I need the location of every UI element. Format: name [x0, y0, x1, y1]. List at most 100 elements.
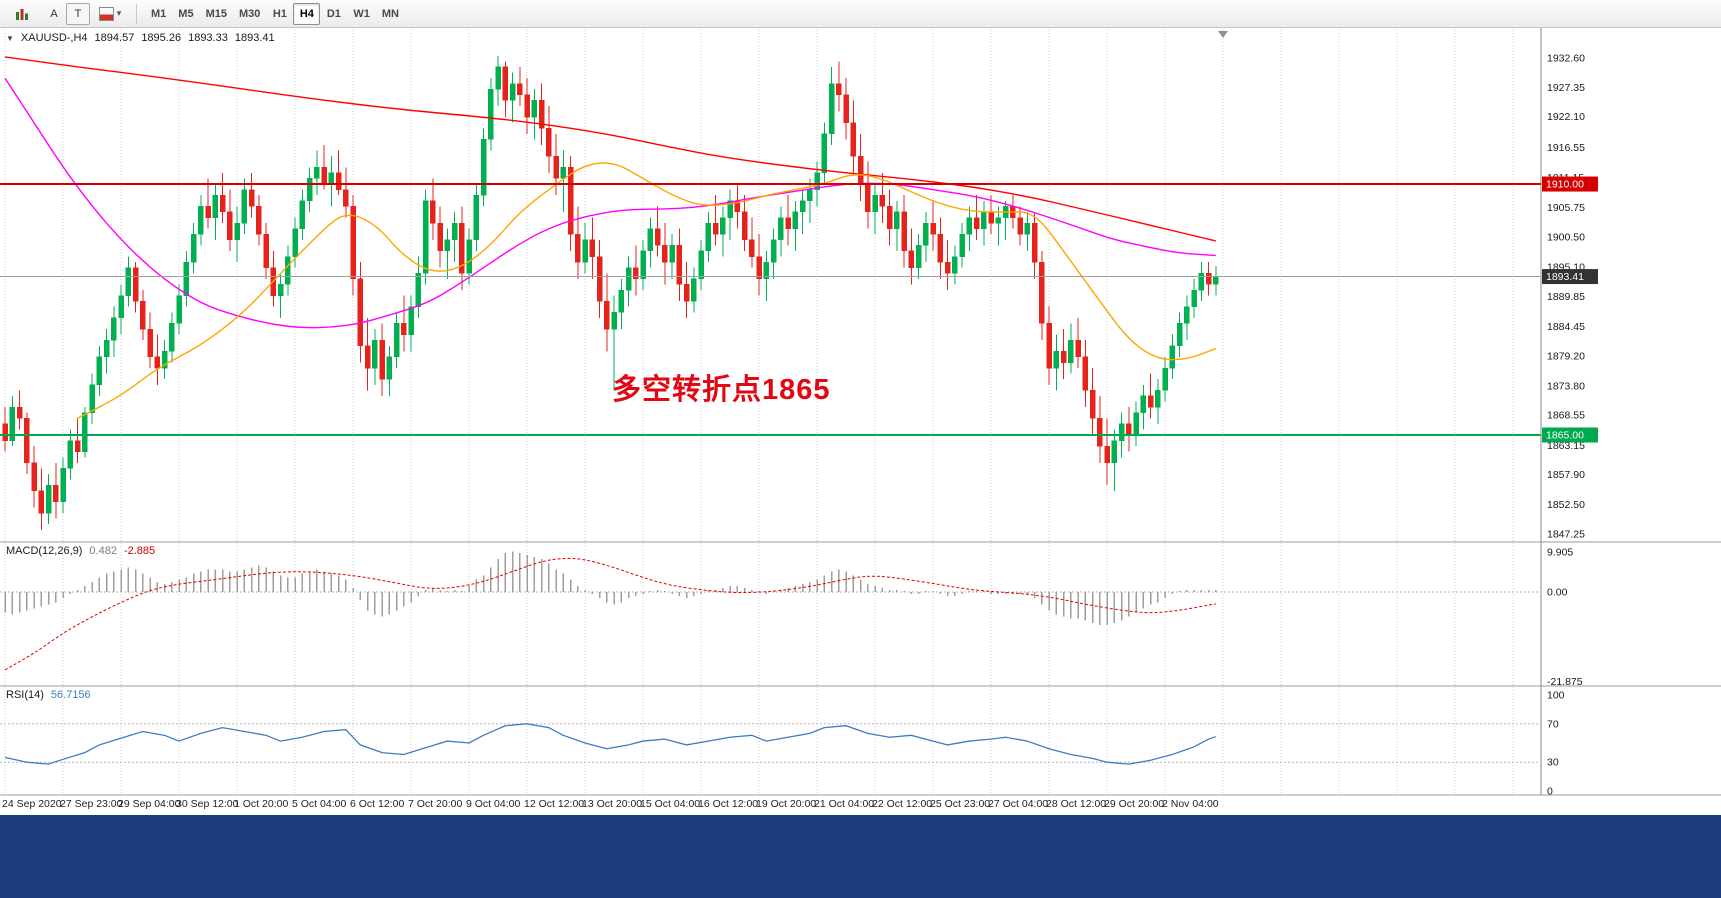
rsi-name: RSI(14)	[6, 689, 44, 701]
chart-window-icon[interactable]	[4, 2, 40, 26]
level-lines	[0, 183, 1541, 437]
svg-text:1873.80: 1873.80	[1547, 380, 1585, 392]
ma-slow-line	[4, 56, 1216, 242]
chevron-down-icon: ▾	[116, 8, 122, 18]
svg-text:1910.00: 1910.00	[1546, 179, 1584, 191]
timeframe-d1-button[interactable]: D1	[320, 3, 347, 25]
svg-text:12 Oct 12:00: 12 Oct 12:00	[524, 798, 584, 810]
color-tool-button[interactable]: ▾	[92, 2, 128, 26]
paint-icon	[98, 6, 114, 21]
macd-signal-value: -2.885	[123, 545, 156, 557]
svg-text:1852.50: 1852.50	[1547, 499, 1585, 511]
candlestick-series	[2, 55, 1219, 530]
ma-mid-line	[4, 77, 1216, 329]
svg-text:27 Oct 04:00: 27 Oct 04:00	[988, 798, 1048, 810]
svg-text:1932.60: 1932.60	[1547, 53, 1585, 65]
svg-text:30: 30	[1547, 757, 1559, 769]
chart-annotation-text[interactable]: 多空转折点1865	[612, 374, 831, 406]
svg-text:6 Oct 12:00: 6 Oct 12:00	[350, 798, 404, 810]
rsi-indicator	[0, 723, 1541, 765]
svg-text:25 Oct 23:00: 25 Oct 23:00	[930, 798, 990, 810]
timeframe-mn-button[interactable]: MN	[376, 3, 405, 25]
svg-text:1922.10: 1922.10	[1547, 111, 1585, 123]
label-tool-button[interactable]: A	[42, 3, 66, 25]
mini-candles-icon	[16, 8, 28, 20]
svg-text:30 Sep 12:00: 30 Sep 12:00	[176, 798, 239, 810]
timeframe-h4-button[interactable]: H4	[293, 2, 321, 25]
svg-text:1865.00: 1865.00	[1546, 430, 1584, 442]
svg-text:13 Oct 20:00: 13 Oct 20:00	[582, 798, 642, 810]
toolbar-separator	[136, 3, 137, 24]
svg-text:1884.45: 1884.45	[1547, 321, 1585, 333]
svg-text:1863.15: 1863.15	[1547, 440, 1585, 452]
svg-text:21 Oct 04:00: 21 Oct 04:00	[814, 798, 874, 810]
timeframe-m1-button[interactable]: M1	[145, 3, 172, 25]
text-tool-button[interactable]: T	[66, 2, 90, 25]
svg-text:100: 100	[1547, 690, 1565, 702]
chart-area: 1932.601927.351922.101916.551911.151905.…	[0, 28, 1721, 815]
svg-text:27 Sep 23:00: 27 Sep 23:00	[60, 798, 123, 810]
resistance-price-badge: 1910.00	[1542, 176, 1598, 192]
macd-panel-label: MACD(12,26,9) 0.482 -2.885	[6, 545, 155, 557]
svg-text:7 Oct 20:00: 7 Oct 20:00	[408, 798, 462, 810]
svg-text:0: 0	[1547, 786, 1553, 798]
svg-text:1893.41: 1893.41	[1546, 271, 1584, 283]
current-price-badge: 1893.41	[1542, 269, 1598, 285]
svg-text:9 Oct 04:00: 9 Oct 04:00	[466, 798, 520, 810]
rsi-panel-label: RSI(14) 56.7156	[6, 689, 91, 701]
expand-icon[interactable]: ▼	[6, 33, 14, 43]
svg-text:1857.90: 1857.90	[1547, 469, 1585, 481]
timeframe-w1-button[interactable]: W1	[347, 3, 376, 25]
ohlc-info-bar: ▼ XAUUSD-,H4 1894.57 1895.26 1893.33 189…	[6, 32, 275, 44]
taskbar[interactable]	[0, 815, 1721, 898]
svg-text:5 Oct 04:00: 5 Oct 04:00	[292, 798, 346, 810]
svg-text:1879.20: 1879.20	[1547, 350, 1585, 362]
svg-text:15 Oct 04:00: 15 Oct 04:00	[640, 798, 700, 810]
ma-fast-line	[77, 162, 1217, 419]
svg-text:19 Oct 20:00: 19 Oct 20:00	[756, 798, 816, 810]
macd-main-value: 0.482	[89, 545, 117, 557]
svg-text:16 Oct 12:00: 16 Oct 12:00	[698, 798, 758, 810]
price-scale: 1932.601927.351922.101916.551911.151905.…	[1547, 53, 1585, 798]
timeframe-m5-button[interactable]: M5	[172, 3, 199, 25]
svg-text:1927.35: 1927.35	[1547, 82, 1585, 94]
svg-text:1900.50: 1900.50	[1547, 232, 1585, 244]
svg-text:70: 70	[1547, 718, 1559, 730]
timeframe-m15-button[interactable]: M15	[200, 3, 233, 25]
timeframe-m30-button[interactable]: M30	[233, 3, 266, 25]
low-value: 1893.33	[188, 32, 228, 44]
svg-text:28 Oct 12:00: 28 Oct 12:00	[1046, 798, 1106, 810]
svg-text:1889.85: 1889.85	[1547, 291, 1585, 303]
svg-text:29 Sep 04:00: 29 Sep 04:00	[118, 798, 181, 810]
rsi-value: 56.7156	[50, 689, 91, 701]
svg-text:24 Sep 2020: 24 Sep 2020	[2, 798, 62, 810]
svg-text:0.00: 0.00	[1547, 587, 1568, 599]
macd-name: MACD(12,26,9)	[6, 545, 83, 557]
svg-text:2 Nov 04:00: 2 Nov 04:00	[1162, 798, 1219, 810]
symbol-period-label: XAUUSD-,H4	[20, 32, 88, 44]
panel-separators	[0, 28, 1721, 796]
close-value: 1893.41	[234, 32, 275, 44]
grid-lines	[4, 30, 1514, 795]
svg-text:22 Oct 12:00: 22 Oct 12:00	[872, 798, 932, 810]
macd-signal-line	[4, 557, 1216, 671]
svg-text:1916.55: 1916.55	[1547, 142, 1585, 154]
svg-text:1868.55: 1868.55	[1547, 410, 1585, 422]
open-value: 1894.57	[94, 32, 135, 44]
svg-text:1905.75: 1905.75	[1547, 202, 1585, 214]
price-chart[interactable]: 1932.601927.351922.101916.551911.151905.…	[0, 28, 1721, 815]
svg-text:9.905: 9.905	[1547, 547, 1573, 559]
macd-histogram	[0, 551, 1541, 625]
svg-text:1 Oct 20:00: 1 Oct 20:00	[234, 798, 288, 810]
svg-text:-21.875: -21.875	[1547, 676, 1583, 688]
timeframe-group: M1 M5 M15 M30 H1 H4 D1 W1 MN	[145, 2, 405, 25]
svg-text:1847.25: 1847.25	[1547, 529, 1585, 541]
support-price-badge: 1865.00	[1542, 427, 1598, 443]
svg-text:29 Oct 20:00: 29 Oct 20:00	[1104, 798, 1164, 810]
chart-shift-marker	[1218, 31, 1228, 38]
timeframe-h1-button[interactable]: H1	[266, 3, 293, 25]
